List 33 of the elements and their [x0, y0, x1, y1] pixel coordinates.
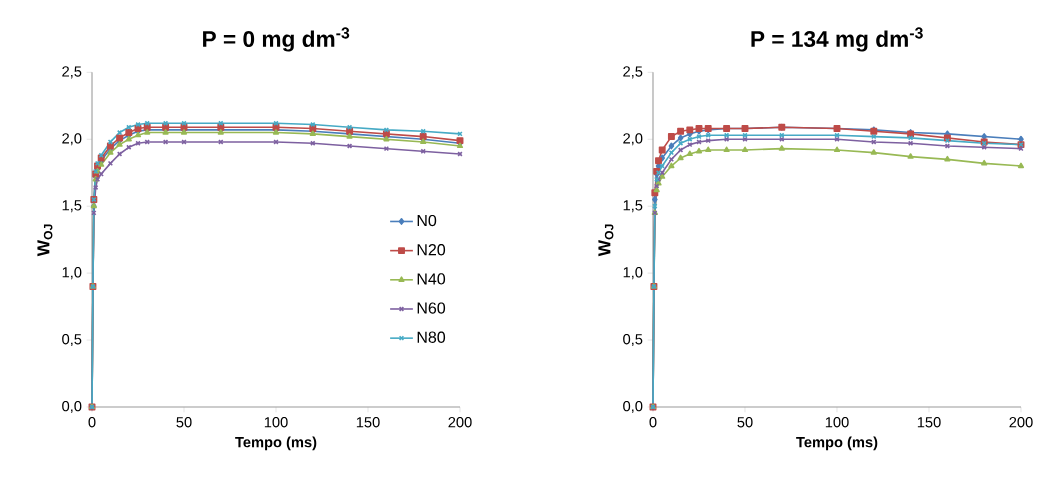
x-tick-label: 0 [88, 417, 96, 428]
y-tick-label: 2,5 [623, 66, 643, 79]
y-axis-title: W$_{OJ}$ [37, 224, 53, 257]
y-tick-label: 2,0 [623, 133, 643, 146]
chart-title: P = 0 mg dm$^{-3}$ [203, 27, 350, 52]
x-axis-title: Tempo (ms) [235, 436, 317, 451]
y-tick-label: 1,0 [623, 267, 643, 280]
x-tick-label: 200 [448, 417, 472, 428]
y-tick-label: 1,0 [62, 267, 82, 280]
y-tick-label: 0,5 [623, 334, 643, 347]
legend-label: N60 [417, 302, 446, 314]
y-axis-title: W$_{OJ}$ [598, 224, 614, 257]
legend-label: N0 [417, 214, 437, 227]
x-tick-label: 100 [825, 417, 849, 428]
y-tick-label: 0,0 [62, 400, 82, 414]
y-tick-label: 2,5 [62, 66, 82, 79]
x-tick-label: 50 [176, 417, 192, 428]
chart-title: P = 134 mg dm$^{-3}$ [751, 27, 923, 52]
y-tick-label: 0,0 [623, 400, 643, 414]
y-tick-label: 1,5 [623, 200, 643, 213]
x-axis-title: Tempo (ms) [796, 436, 878, 451]
x-tick-label: 100 [264, 417, 288, 428]
legend-label: N20 [417, 244, 446, 256]
y-tick-label: 2,0 [62, 133, 82, 146]
x-tick-label: 50 [737, 417, 753, 428]
x-tick-label: 150 [917, 417, 941, 428]
legend-label: N80 [417, 331, 446, 343]
x-tick-label: 0 [649, 417, 657, 428]
y-tick-label: 0,5 [62, 334, 82, 347]
y-tick-label: 1,5 [62, 200, 82, 213]
x-tick-label: 200 [1009, 417, 1033, 428]
legend-label: N40 [417, 273, 446, 285]
x-tick-label: 150 [356, 417, 380, 428]
